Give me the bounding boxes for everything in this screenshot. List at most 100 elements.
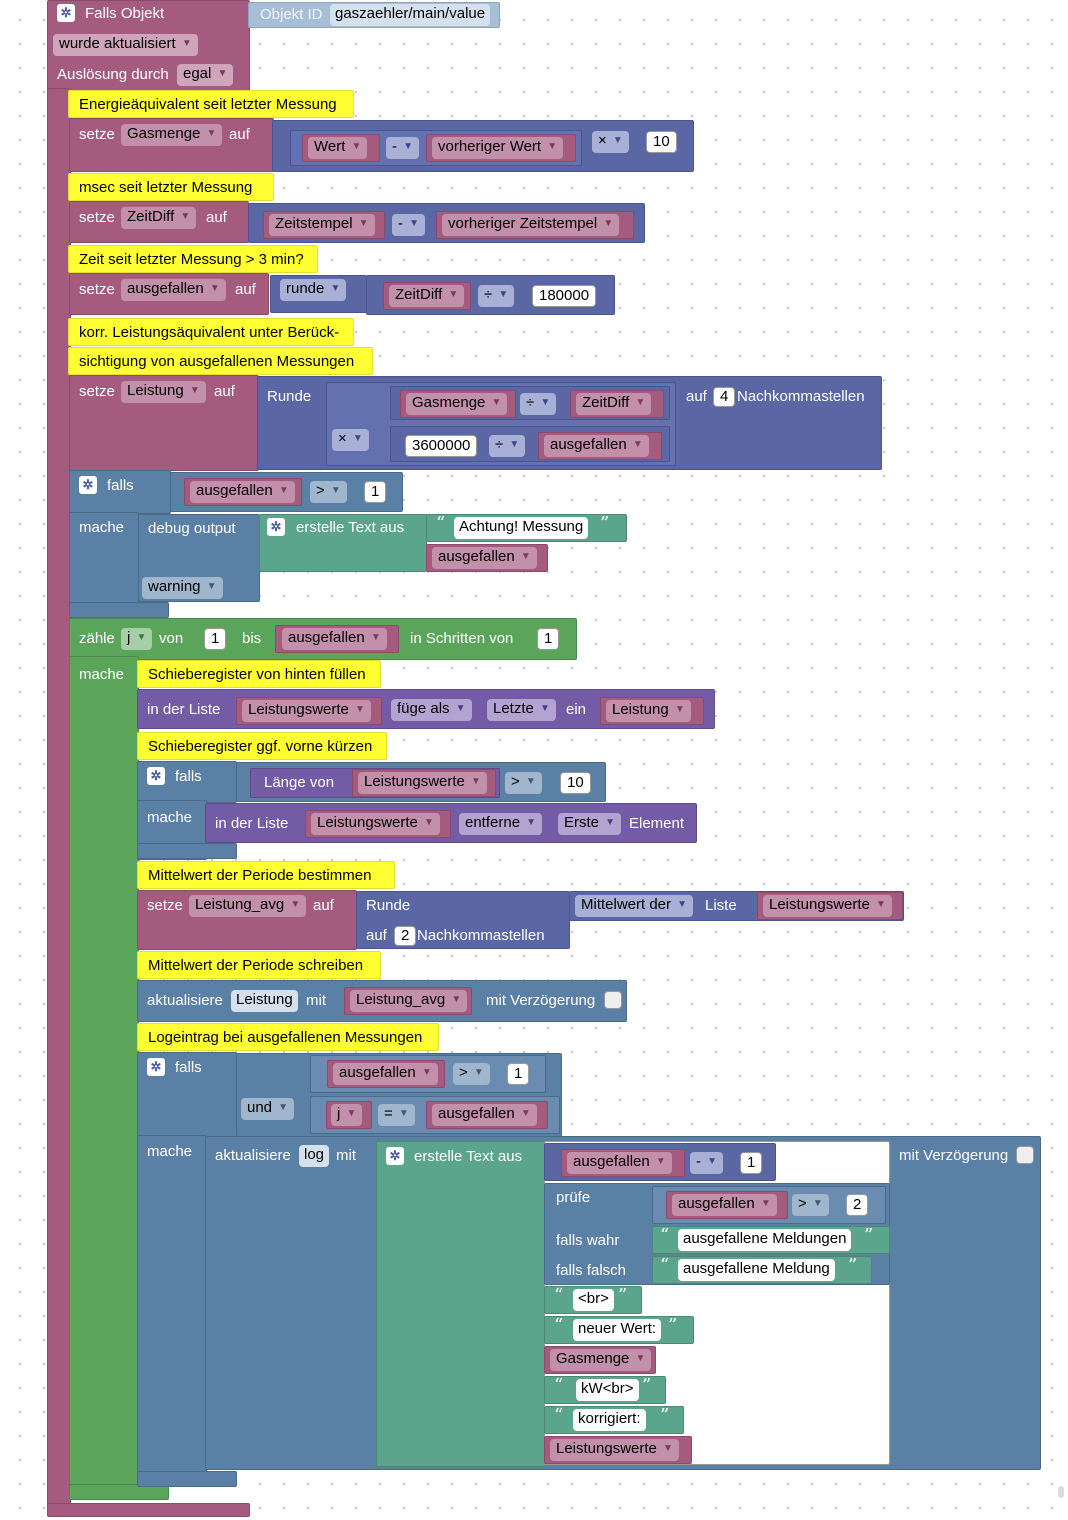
var-j-dropdown[interactable]: j	[331, 1104, 363, 1126]
gear-icon[interactable]: ✲	[147, 1058, 165, 1076]
number-1[interactable]: 1	[740, 1152, 763, 1174]
number-from[interactable]: 1	[204, 628, 227, 650]
op-divide-dropdown[interactable]: ÷	[478, 285, 515, 307]
var-gasmenge-dropdown[interactable]: Gasmenge	[550, 1349, 652, 1371]
var-leistung-avg-dropdown[interactable]: Leistung_avg	[350, 990, 468, 1012]
event-dropdown[interactable]: wurde aktualisiert	[53, 34, 198, 56]
insert-mode-dropdown[interactable]: füge als	[391, 699, 472, 721]
op-greater-dropdown[interactable]: >	[792, 1194, 829, 1216]
gear-icon[interactable]: ✲	[79, 476, 97, 494]
checkbox-icon[interactable]	[1016, 1146, 1034, 1164]
var-prev-timestamp-dropdown[interactable]: vorheriger Zeitstempel	[442, 214, 620, 236]
comment-write-average: Mittelwert der Periode schreiben	[137, 951, 381, 979]
mache-label: mache	[79, 666, 125, 683]
string-field[interactable]: neuer Wert:	[573, 1319, 662, 1341]
number-1[interactable]: 1	[507, 1063, 530, 1085]
quote-open-icon: “	[660, 1255, 670, 1276]
checkbox-icon[interactable]	[604, 991, 622, 1009]
var-zeitdiff-dropdown[interactable]: ZeitDiff	[121, 207, 197, 229]
count-loop-block[interactable]	[69, 618, 577, 660]
op-divide-dropdown[interactable]: ÷	[489, 435, 526, 457]
digits-4[interactable]: 4	[713, 387, 736, 407]
var-ausgefallen-dropdown[interactable]: ausgefallen	[672, 1194, 777, 1216]
object-id-field[interactable]: gaszaehler/main/value	[330, 4, 491, 26]
var-gasmenge-dropdown[interactable]: Gasmenge	[121, 124, 223, 146]
op-greater-dropdown[interactable]: >	[453, 1063, 490, 1085]
op-greater-dropdown[interactable]: >	[505, 772, 542, 794]
number-2[interactable]: 2	[846, 1194, 869, 1216]
op-divide-dropdown[interactable]: ÷	[520, 393, 557, 415]
string-field[interactable]: ausgefallene Meldungen	[678, 1229, 852, 1251]
gear-icon[interactable]: ✲	[386, 1147, 404, 1165]
remove-mode-dropdown[interactable]: entferne	[459, 813, 543, 835]
var-zeitdiff-dropdown[interactable]: ZeitDiff	[576, 393, 652, 415]
op-times-dropdown[interactable]: ×	[592, 131, 629, 153]
text-join-block[interactable]	[376, 1141, 546, 1467]
delay-label: mit Verzögerung	[486, 992, 596, 1009]
var-leistungswerte-dropdown[interactable]: Leistungswerte	[311, 813, 440, 835]
number-step[interactable]: 1	[537, 628, 560, 650]
var-leistungswerte-dropdown[interactable]: Leistungswerte	[763, 895, 892, 917]
workspace-scrollbar[interactable]	[1058, 1486, 1064, 1498]
gear-icon[interactable]: ✲	[57, 4, 75, 22]
var-ausgefallen-dropdown[interactable]: ausgefallen	[121, 279, 226, 301]
falls-label: falls	[175, 768, 202, 785]
number-180000[interactable]: 180000	[532, 285, 597, 307]
op-greater-dropdown[interactable]: >	[310, 481, 347, 503]
digits-2[interactable]: 2	[394, 926, 417, 946]
var-ausgefallen-dropdown[interactable]: ausgefallen	[333, 1063, 438, 1085]
op-times-dropdown[interactable]: ×	[332, 429, 369, 451]
number-10[interactable]: 10	[560, 772, 591, 794]
string-field[interactable]: kW<br>	[576, 1379, 639, 1401]
list-op-dropdown[interactable]: Mittelwert der	[575, 895, 694, 917]
op-minus-dropdown[interactable]: -	[392, 214, 425, 236]
var-gasmenge-dropdown[interactable]: Gasmenge	[406, 393, 508, 415]
state-field[interactable]: Leistung	[231, 990, 298, 1012]
insert-position-dropdown[interactable]: Letzte	[487, 699, 556, 721]
comment-power-2: sichtigung von ausgefallenen Messungen	[68, 347, 373, 375]
string-field[interactable]: Achtung! Messung	[454, 517, 589, 539]
var-leistungswerte-dropdown[interactable]: Leistungswerte	[358, 772, 487, 794]
var-leistung-avg-dropdown[interactable]: Leistung_avg	[189, 895, 307, 917]
round-digits-block[interactable]	[356, 891, 570, 949]
var-leistung-dropdown[interactable]: Leistung	[606, 700, 691, 722]
gear-icon[interactable]: ✲	[147, 767, 165, 785]
var-wert-dropdown[interactable]: Wert	[308, 137, 368, 159]
comment-msec: msec seit letzter Messung	[68, 173, 274, 201]
auf-label: auf	[206, 209, 227, 226]
text-join-block[interactable]	[259, 514, 427, 572]
var-timestamp-dropdown[interactable]: Zeitstempel	[269, 214, 375, 236]
object-id-label: Objekt ID	[260, 6, 323, 23]
var-ausgefallen-dropdown[interactable]: ausgefallen	[544, 435, 649, 457]
var-zeitdiff-dropdown[interactable]: ZeitDiff	[389, 285, 465, 307]
and-dropdown[interactable]: und	[241, 1098, 295, 1120]
op-minus-dropdown[interactable]: -	[386, 137, 419, 159]
op-minus-dropdown[interactable]: -	[690, 1152, 723, 1174]
string-field[interactable]: <br>	[573, 1289, 614, 1311]
var-leistungswerte-dropdown[interactable]: Leistungswerte	[550, 1439, 679, 1461]
var-leistungswerte-dropdown[interactable]: Leistungswerte	[242, 700, 371, 722]
var-ausgefallen-dropdown[interactable]: ausgefallen	[190, 481, 295, 503]
var-ausgefallen-dropdown[interactable]: ausgefallen	[432, 1104, 537, 1126]
in-list-label: in der Liste	[147, 701, 221, 718]
op-equals-dropdown[interactable]: =	[378, 1104, 415, 1126]
var-ausgefallen-dropdown[interactable]: ausgefallen	[567, 1152, 672, 1174]
to-label: bis	[242, 630, 262, 647]
state-log-field[interactable]: log	[299, 1145, 330, 1167]
remove-position-dropdown[interactable]: Erste	[558, 813, 622, 835]
var-leistung-dropdown[interactable]: Leistung	[121, 381, 206, 403]
loop-var-dropdown[interactable]: j	[121, 628, 153, 650]
gear-icon[interactable]: ✲	[267, 518, 285, 536]
update-label: aktualisiere	[147, 992, 223, 1009]
string-field[interactable]: korrigiert:	[573, 1409, 646, 1431]
number-3600000[interactable]: 3600000	[405, 435, 478, 457]
var-prev-value-dropdown[interactable]: vorheriger Wert	[432, 137, 564, 159]
cause-dropdown[interactable]: egal	[177, 64, 234, 86]
string-field[interactable]: ausgefallene Meldung	[678, 1259, 835, 1281]
var-ausgefallen-dropdown[interactable]: ausgefallen	[282, 628, 387, 650]
number-1[interactable]: 1	[364, 481, 387, 503]
round-dropdown[interactable]: runde	[280, 279, 347, 301]
number-10[interactable]: 10	[646, 131, 677, 153]
log-level-dropdown[interactable]: warning	[142, 577, 223, 599]
var-ausgefallen-dropdown[interactable]: ausgefallen	[432, 547, 537, 569]
